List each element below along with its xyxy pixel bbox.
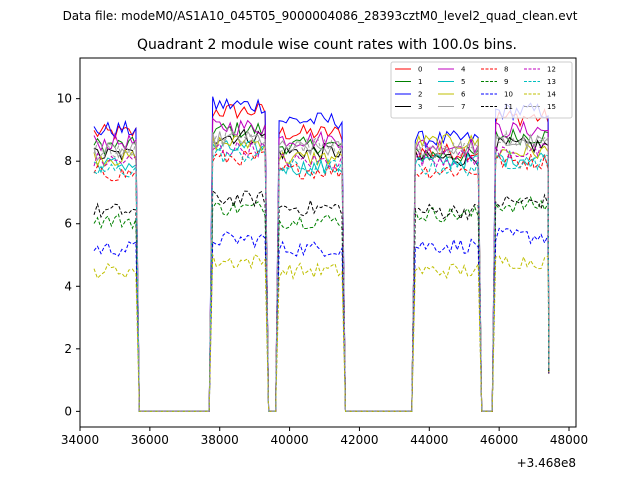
- y-tick-label: 8: [64, 154, 72, 168]
- chart-supertitle: Data file: modeM0/AS1A10_045T05_90000040…: [63, 9, 578, 23]
- y-tick-label: 2: [64, 342, 72, 356]
- legend-label-3: 3: [418, 103, 422, 111]
- legend-label-11: 11: [504, 103, 513, 111]
- legend-label-10: 10: [504, 91, 513, 99]
- legend-label-14: 14: [547, 91, 556, 99]
- legend-label-9: 9: [504, 78, 508, 86]
- x-tick-label: 34000: [61, 433, 99, 447]
- legend-label-12: 12: [547, 66, 556, 74]
- y-axis: 0 2 4 6 8 10: [57, 92, 80, 418]
- x-tick-label: 42000: [340, 433, 378, 447]
- legend-label-1: 1: [418, 78, 422, 86]
- legend-label-7: 7: [461, 103, 465, 111]
- legend-label-2: 2: [418, 91, 422, 99]
- y-tick-label: 0: [64, 404, 72, 418]
- legend-label-6: 6: [461, 91, 466, 99]
- x-tick-label: 44000: [410, 433, 448, 447]
- legend-label-15: 15: [547, 103, 556, 111]
- x-tick-label: 36000: [131, 433, 169, 447]
- legend-label-8: 8: [504, 66, 508, 74]
- legend-label-0: 0: [418, 66, 422, 74]
- x-axis-offset-label: +3.468e8: [517, 456, 576, 470]
- x-tick-label: 46000: [480, 433, 518, 447]
- legend-label-5: 5: [461, 78, 465, 86]
- series-line-15: [93, 128, 550, 412]
- legend-label-13: 13: [547, 78, 556, 86]
- x-tick-label: 38000: [201, 433, 239, 447]
- axes-frame: [79, 57, 577, 428]
- y-tick-label: 6: [64, 217, 72, 231]
- legend-label-4: 4: [461, 66, 466, 74]
- y-tick-label: 4: [64, 279, 72, 293]
- plot-area: [93, 96, 550, 412]
- series-line-13: [93, 146, 550, 412]
- x-tick-label: 40000: [270, 433, 308, 447]
- chart-title: Quadrant 2 module wise count rates with …: [137, 37, 517, 53]
- legend-box: [390, 61, 573, 119]
- x-tick-label: 48000: [550, 433, 588, 447]
- series-line-14: [93, 254, 550, 412]
- series-line-11: [93, 190, 550, 412]
- y-tick-label: 10: [57, 92, 72, 106]
- x-axis: 34000 36000 38000 40000 42000 44000 46000 48000: [61, 427, 588, 447]
